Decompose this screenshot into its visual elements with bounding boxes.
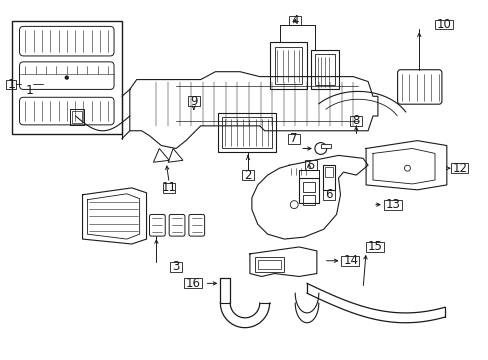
- Bar: [434, 19, 452, 30]
- Bar: [218, 113, 275, 152]
- Bar: [269, 42, 306, 89]
- Text: 9: 9: [190, 95, 197, 108]
- Bar: [274, 47, 302, 85]
- Bar: [163, 183, 175, 193]
- Bar: [6, 80, 16, 89]
- Text: 8: 8: [352, 114, 359, 127]
- Bar: [299, 178, 318, 203]
- Text: 14: 14: [343, 254, 358, 267]
- Bar: [187, 96, 199, 106]
- Bar: [303, 182, 314, 192]
- Text: 7: 7: [290, 132, 297, 145]
- Bar: [12, 21, 122, 134]
- Text: 13: 13: [385, 198, 400, 211]
- Bar: [322, 165, 334, 190]
- Text: 2: 2: [244, 168, 251, 181]
- Bar: [72, 111, 81, 123]
- Text: 6: 6: [324, 188, 332, 201]
- Bar: [349, 116, 362, 126]
- Bar: [288, 134, 300, 144]
- Bar: [70, 109, 83, 125]
- Bar: [303, 195, 314, 204]
- Text: 3: 3: [172, 260, 180, 273]
- Bar: [322, 190, 334, 200]
- Bar: [305, 160, 316, 170]
- Text: 1: 1: [8, 78, 16, 91]
- Bar: [450, 163, 468, 173]
- Text: 10: 10: [436, 18, 451, 31]
- Bar: [383, 200, 401, 210]
- Bar: [254, 257, 284, 271]
- Text: 15: 15: [367, 240, 382, 253]
- Text: 1: 1: [25, 85, 33, 98]
- Bar: [366, 242, 383, 252]
- Text: 4: 4: [291, 14, 298, 27]
- Bar: [170, 262, 182, 271]
- Bar: [257, 260, 281, 269]
- Bar: [222, 117, 271, 148]
- Bar: [314, 54, 334, 85]
- Bar: [242, 170, 253, 180]
- Bar: [320, 144, 330, 148]
- Bar: [310, 50, 338, 89]
- Text: 11: 11: [162, 181, 176, 194]
- Text: 16: 16: [185, 277, 201, 290]
- Bar: [341, 256, 359, 266]
- Bar: [183, 278, 201, 288]
- Bar: [289, 15, 301, 26]
- Circle shape: [65, 76, 68, 79]
- Text: 12: 12: [452, 162, 467, 175]
- Text: 5: 5: [306, 159, 314, 172]
- Bar: [324, 167, 332, 177]
